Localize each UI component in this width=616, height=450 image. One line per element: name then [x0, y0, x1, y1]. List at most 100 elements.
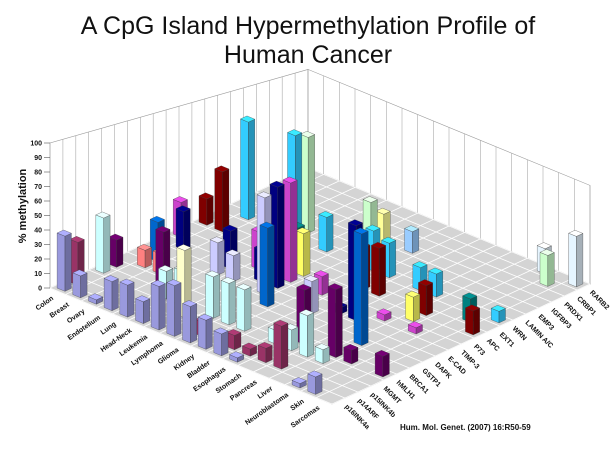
- bar-Bladder-p14ARF: [226, 329, 242, 351]
- bar-Kidney-MGMT: [236, 283, 252, 332]
- bar-side-face: [248, 118, 255, 221]
- bar-side-face: [277, 184, 285, 289]
- bar-top-face: [259, 221, 275, 229]
- bar-Head-Neck-p16INK4a: [135, 295, 151, 324]
- bar-Breast-APC: [214, 165, 230, 233]
- bar-front-face: [539, 252, 548, 287]
- bar-side-face: [379, 245, 386, 297]
- y-tick-label: 20: [34, 257, 42, 264]
- bar-top-face: [375, 207, 391, 215]
- bar-top-face: [296, 284, 312, 291]
- bar-front-face: [353, 230, 362, 346]
- floor-gridline: [49, 287, 333, 405]
- bar-Sarcomas-hMLH1: [374, 350, 390, 378]
- bar-side-face: [228, 280, 236, 326]
- bar-side-face: [143, 298, 150, 324]
- bar-top-face: [428, 267, 444, 275]
- bar-top-face: [490, 305, 506, 312]
- bar-front-face: [198, 195, 208, 226]
- bar-front-face: [465, 307, 474, 336]
- bar-front-face: [318, 214, 327, 253]
- y-tick-label: 60: [34, 199, 42, 206]
- y-tick-label: 90: [34, 155, 42, 162]
- bar-side-face: [127, 281, 135, 318]
- bar-top-face: [155, 226, 171, 233]
- floor-gridline: [294, 173, 578, 291]
- bar-side-face: [205, 317, 213, 350]
- bar-top-face: [205, 270, 221, 278]
- bar-top-face: [198, 192, 214, 200]
- bar-front-face: [135, 298, 144, 324]
- bar-top-face: [318, 211, 334, 218]
- bar-Liver-P73: [405, 290, 421, 322]
- cancer-label: Neuroblastoma: [244, 392, 290, 427]
- bar-top-face: [182, 300, 198, 307]
- bar-top-face: [176, 244, 192, 251]
- bar-top-face: [175, 205, 191, 212]
- cancer-label: Liver: [257, 385, 275, 400]
- bar-front-face: [103, 278, 113, 311]
- bar-Head-Neck-DAPK: [225, 249, 241, 282]
- bar-side-face: [144, 247, 152, 269]
- bar-Sarcomas-RARB2: [568, 230, 584, 288]
- bar-Stomach-p14ARF: [257, 342, 273, 363]
- bar-front-face: [150, 283, 160, 331]
- bar-top-face: [69, 236, 85, 243]
- bar-side-face: [547, 252, 555, 287]
- bar-side-face: [103, 214, 111, 274]
- bar-Lymphoma-TIMP-3: [282, 176, 298, 283]
- bar-Lung-LAMIN A/C: [300, 131, 316, 234]
- bar-top-face: [225, 249, 241, 256]
- bar-top-face: [314, 343, 330, 350]
- bar-front-face: [236, 286, 245, 332]
- bar-front-face: [273, 322, 282, 370]
- bar-Liver-MGMT: [314, 343, 330, 364]
- bar-side-face: [412, 228, 419, 254]
- cancer-label: Lung: [100, 321, 118, 337]
- bar-top-face: [381, 236, 397, 244]
- bar-top-face: [269, 180, 285, 188]
- bar-top-face: [287, 129, 303, 136]
- cancer-label: Ovary: [66, 308, 86, 325]
- bar-top-face: [209, 236, 225, 244]
- bar-Lymphoma-MGMT: [205, 270, 221, 319]
- bar-top-face: [222, 224, 238, 232]
- floor-gridline: [191, 221, 475, 339]
- bar-side-face: [190, 303, 197, 344]
- bar-front-face: [568, 232, 577, 288]
- bar-Leukemia-p16INK4a: [150, 280, 166, 331]
- bar-front-face: [213, 330, 222, 357]
- bar-front-face: [205, 273, 214, 319]
- bar-top-face: [103, 275, 119, 282]
- bar-Breast-E-CAD: [175, 205, 191, 251]
- bar-top-face: [88, 293, 104, 301]
- floor-gridline: [153, 239, 436, 357]
- bar-top-face: [371, 242, 387, 249]
- bar-top-face: [407, 321, 423, 328]
- bar-top-face: [539, 249, 555, 256]
- bar-Lung-p16INK4a: [119, 278, 135, 318]
- bar-Kidney-IGFBP3: [404, 225, 420, 254]
- bar-Glioma-MGMT: [220, 277, 236, 326]
- bar-Glioma-GSTP1: [259, 221, 275, 308]
- bar-Pancreas-p14ARF: [273, 319, 289, 370]
- bar-Neuroblastoma-p16INK4a: [291, 377, 307, 389]
- y-tick-label: 80: [34, 170, 42, 177]
- bar-top-face: [150, 280, 166, 287]
- gene-label: EXT1: [498, 331, 515, 348]
- floor-gridline: [88, 269, 371, 387]
- bar-top-face: [347, 219, 363, 226]
- bar-top-face: [327, 283, 343, 290]
- bar-Colon-APC: [198, 192, 214, 226]
- bar-Lymphoma-P73: [295, 227, 311, 277]
- bar-top-face: [136, 244, 152, 251]
- bar-Pancreas-TIMP-3: [376, 308, 392, 322]
- gene-label: APC: [485, 337, 500, 352]
- bar-top-face: [220, 277, 236, 284]
- bar-side-face: [361, 230, 369, 346]
- bar-top-face: [362, 196, 378, 203]
- bar-front-face: [197, 316, 207, 350]
- bar-top-face: [240, 115, 256, 123]
- bar-front-face: [72, 272, 81, 299]
- bar-top-face: [418, 279, 434, 286]
